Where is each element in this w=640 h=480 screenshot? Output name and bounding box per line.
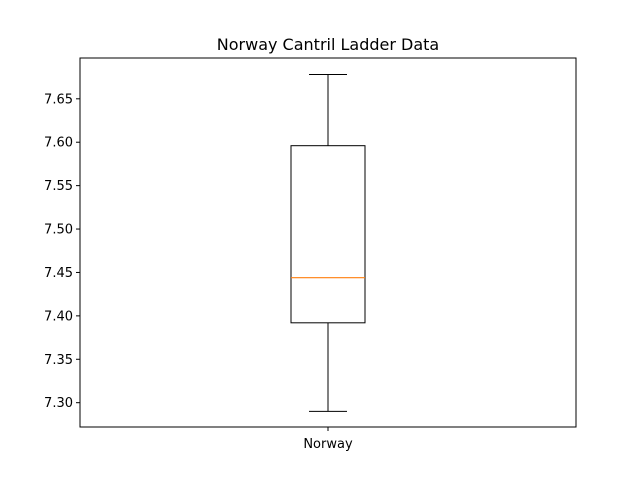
y-tick-label: 7.40	[44, 309, 73, 324]
y-tick-label: 7.45	[44, 266, 73, 281]
y-tick-label: 7.65	[44, 92, 73, 107]
y-tick-label: 7.55	[44, 179, 73, 194]
chart-title: Norway Cantril Ladder Data	[217, 35, 439, 54]
y-tick-label: 7.60	[44, 136, 73, 151]
plot-area: 7.30 7.35 7.40 7.45 7.50 7.55 7.60 7.65 Norway	[44, 57, 577, 452]
y-tick-label: 7.50	[44, 223, 73, 238]
y-tick-label: 7.30	[44, 396, 73, 411]
x-tick-label: Norway	[303, 437, 353, 452]
box-iqr	[290, 145, 366, 324]
y-tick-label: 7.35	[44, 353, 73, 368]
